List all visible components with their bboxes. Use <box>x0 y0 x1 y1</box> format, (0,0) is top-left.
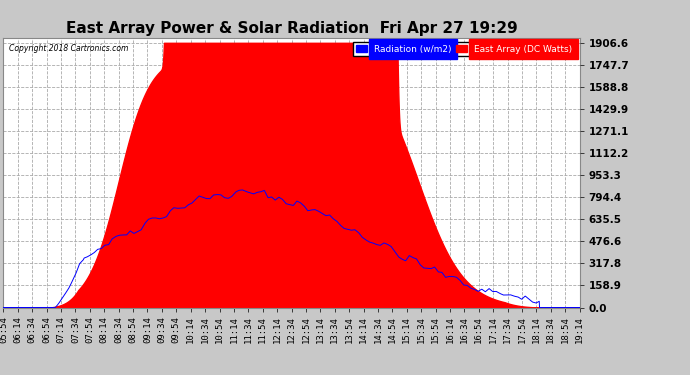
Title: East Array Power & Solar Radiation  Fri Apr 27 19:29: East Array Power & Solar Radiation Fri A… <box>66 21 518 36</box>
Text: Copyright 2018 Cartronics.com: Copyright 2018 Cartronics.com <box>9 44 128 53</box>
Legend: Radiation (w/m2), East Array (DC Watts): Radiation (w/m2), East Array (DC Watts) <box>353 42 575 56</box>
